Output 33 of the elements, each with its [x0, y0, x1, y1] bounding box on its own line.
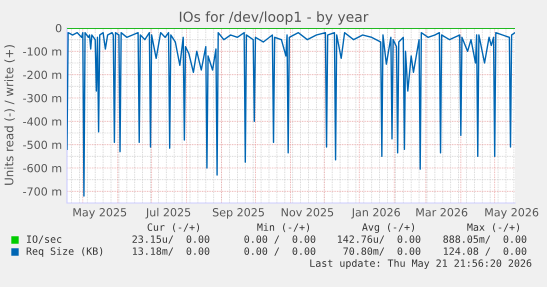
y-tick-label: -300 m — [23, 94, 62, 102]
x-tick-label: May 2025 — [73, 208, 126, 219]
text: 888.05m/ 0.00 — [443, 235, 526, 244]
text: 0.00 / 0.00 — [244, 235, 316, 244]
text: 70.80m/ 0.00 — [343, 247, 420, 256]
y-tick-label: -500 m — [23, 140, 62, 150]
text: 142.76u/ 0.00 — [338, 235, 420, 244]
x-tick-label: May 2026 — [485, 208, 538, 219]
text: Max (-/+) — [467, 223, 520, 232]
x-tick-label: Nov 2025 — [282, 208, 334, 216]
x-tick-label: Mar 2026 — [416, 208, 468, 216]
y-tick-label: -600 m — [23, 164, 62, 172]
x-tick-label: Sep 2025 — [212, 208, 264, 219]
y-tick-label: -700 m — [23, 187, 62, 196]
text: Avg (-/+) — [362, 223, 414, 233]
text: 124.08 / 0.00 — [444, 247, 526, 256]
y-tick-label: 0 — [56, 24, 62, 32]
text: 23.15u/ 0.00 — [132, 235, 210, 244]
x-tick-label: Jan 2026 — [351, 208, 400, 219]
y-axis-title: Units read (-) / write (+) — [4, 45, 15, 185]
line-series — [67, 32, 515, 197]
y-tick-label: -400 m — [23, 117, 62, 126]
legend-label: IO/sec — [26, 235, 62, 244]
chart-title: IOs for /dev/loop1 - by year — [180, 11, 368, 25]
text: Cur (-/+) — [148, 223, 200, 232]
y-tick-label: -100 m — [23, 47, 62, 56]
text: 13.18m/ 0.00 — [132, 247, 210, 256]
text: Min (-/+) — [257, 223, 310, 232]
text: 0.00 / 0.00 — [244, 247, 316, 256]
text: Last update: Thu May 21 21:56:20 2026 — [310, 259, 532, 269]
y-tick-label: -200 m — [23, 70, 62, 80]
legend-label: Req Size (KB) — [26, 247, 102, 257]
x-tick-label: Jul 2025 — [145, 208, 190, 219]
